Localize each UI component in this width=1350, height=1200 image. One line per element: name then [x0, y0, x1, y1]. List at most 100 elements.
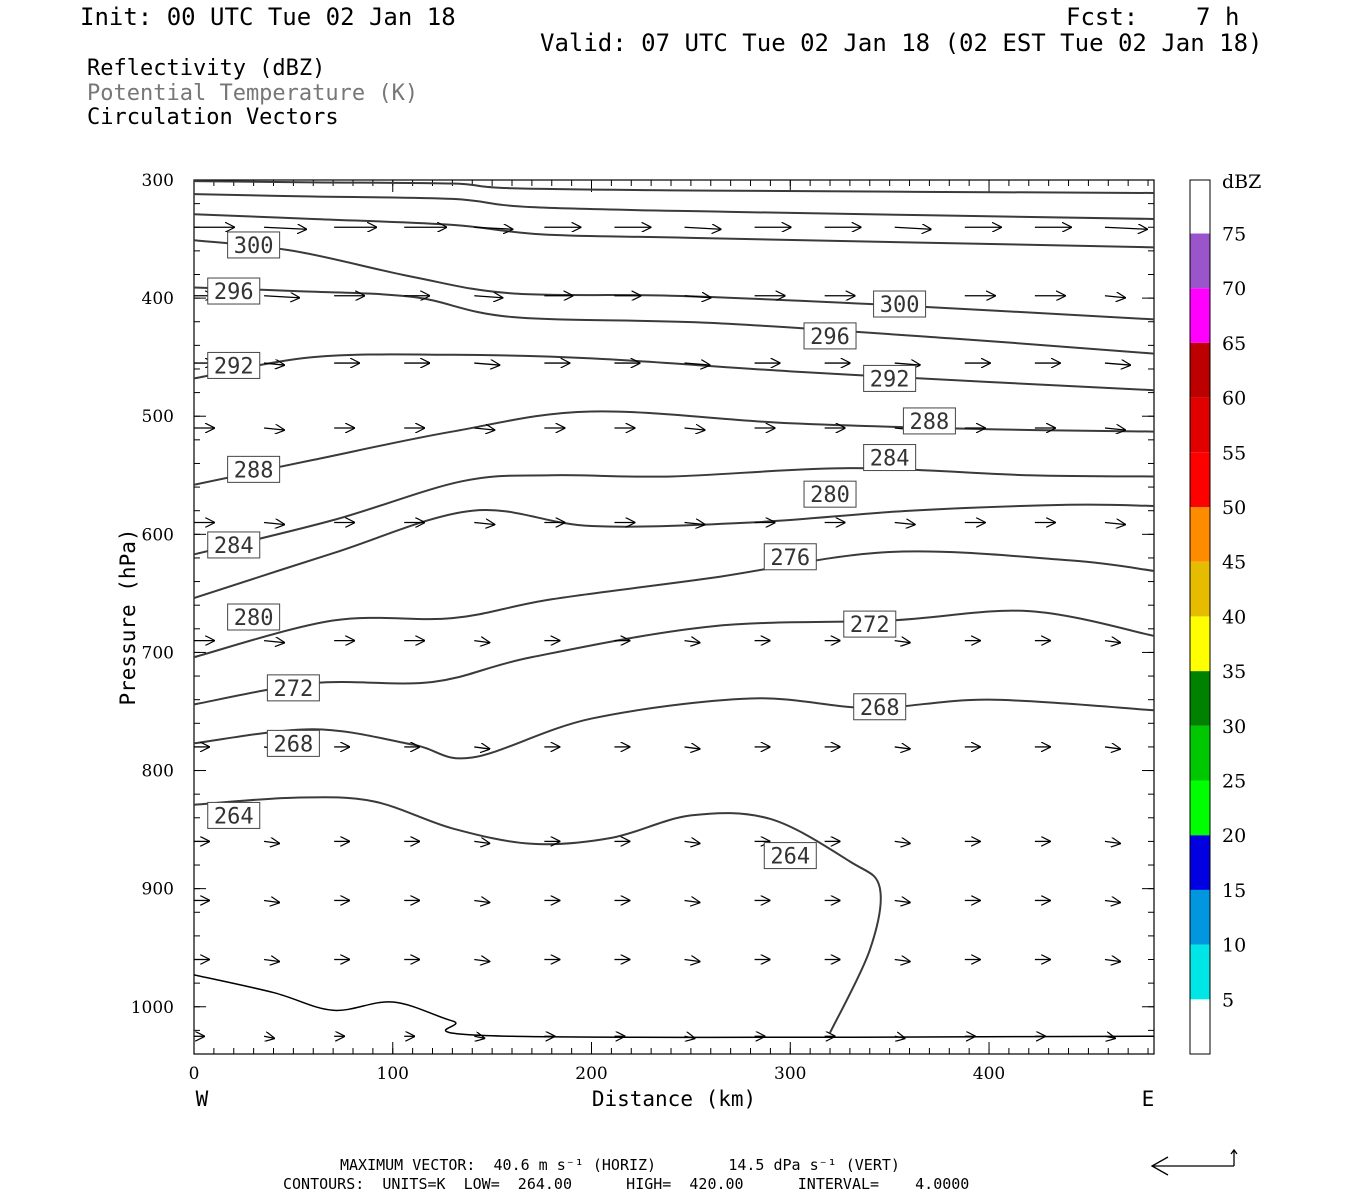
contour-label: 264: [207, 801, 261, 829]
reference-vector-head: [1150, 1156, 1169, 1176]
colorbar-label: 15: [1222, 880, 1246, 902]
contour-label: 268: [853, 693, 907, 721]
contour-label: 284: [207, 531, 261, 559]
max-vector-note: MAXIMUM VECTOR: 40.6 m s⁻¹ (HORIZ) 14.5 …: [340, 1156, 900, 1174]
contour-label: 300: [873, 290, 927, 318]
circulation-vector: [684, 641, 700, 643]
forecast-hour: Fcst: 7 h: [1066, 3, 1240, 31]
colorbar-segment: [1190, 944, 1210, 1000]
theta-contour: [194, 697, 1154, 760]
circulation-vector: [1104, 363, 1130, 365]
surface-line: [194, 974, 1154, 1039]
circulation-vector: [894, 900, 910, 902]
valid-time: Valid: 07 UTC Tue 02 Jan 18 (02 EST Tue …: [540, 29, 1263, 57]
contour-label-box: [843, 610, 897, 638]
circulation-vector: [684, 227, 721, 229]
field-theta-label: Potential Temperature (K): [87, 81, 419, 106]
circulation-vector: [474, 841, 489, 843]
circulation-vector: [474, 428, 494, 430]
contour-label: 288: [902, 407, 956, 435]
theta-contour: [194, 239, 1154, 321]
colorbar-frame: [1189, 179, 1211, 1055]
contour-label: 292: [207, 351, 261, 379]
contour-label-box: [207, 277, 261, 305]
contour-label-text: 280: [810, 483, 850, 508]
circulation-vector: [894, 523, 915, 525]
circulation-vector: [263, 960, 279, 962]
circulation-vector: [684, 1036, 695, 1038]
circulation-vector: [264, 227, 306, 229]
colorbar-segment: [1190, 233, 1210, 289]
contour-label-text: 272: [850, 613, 890, 638]
x-tick-label: 100: [377, 1064, 409, 1084]
circulation-vector: [474, 641, 489, 643]
contour-label: 280: [227, 603, 281, 631]
x-axis-title: Distance (km): [592, 1087, 756, 1111]
circulation-vector: [474, 1036, 484, 1038]
contour-label-box: [873, 290, 927, 318]
contour-label-text: 268: [274, 732, 314, 757]
contour-info-note: CONTOURS: UNITS=K LOW= 264.00 HIGH= 420.…: [283, 1175, 970, 1193]
y-tick-label: 300: [142, 171, 174, 191]
circulation-vector: [894, 747, 910, 749]
circulation-vector: [474, 747, 489, 749]
contour-label: 272: [843, 610, 897, 638]
circulation-vector: [684, 747, 700, 749]
colorbar-segment: [1190, 561, 1210, 617]
contour-label-box: [803, 322, 857, 350]
contour-label-text: 272: [274, 677, 314, 702]
contour-label-text: 300: [234, 234, 274, 259]
contour-label-box: [266, 729, 320, 757]
contour-label-box: [957, 146, 1009, 172]
plot-frame: [193, 179, 1155, 1055]
circulation-vector: [1104, 428, 1125, 430]
colorbar-label: 10: [1222, 935, 1246, 957]
circulation-vector: [263, 841, 279, 843]
y-tick-label: 900: [142, 880, 174, 900]
colorbar-label: 5: [1222, 989, 1234, 1011]
colorbar-label: 35: [1222, 661, 1246, 683]
contour-label-text: 284: [870, 447, 910, 472]
circulation-vector: [1104, 296, 1125, 298]
colorbar-segment: [1190, 288, 1210, 343]
init-time: Init: 00 UTC Tue 02 Jan 18: [80, 3, 456, 31]
contour-label-box: [227, 231, 281, 259]
contour-label: 304: [957, 146, 1009, 173]
colorbar-segment: [1190, 780, 1210, 836]
circulation-vector: [1104, 960, 1120, 962]
contour-label-text: 288: [910, 410, 950, 435]
contour-label-text: 264: [214, 804, 254, 829]
colorbar-label: 25: [1222, 771, 1246, 793]
colorbar-segment: [1190, 671, 1210, 726]
theta-contour: [194, 193, 1154, 220]
contour-label-text: 268: [860, 696, 900, 721]
circulation-vector: [474, 227, 512, 229]
circulation-vector: [1104, 1036, 1115, 1038]
y-tick-label: 800: [142, 762, 174, 782]
circulation-vector: [1104, 227, 1147, 229]
circulation-vector: [1104, 747, 1120, 749]
contour-label-text: 296: [214, 280, 254, 305]
theta-contour: [194, 796, 882, 1034]
circulation-vector: [894, 363, 920, 365]
reference-vector-vert-head: [1230, 1148, 1238, 1155]
circulation-vector: [1104, 841, 1120, 843]
theta-contour: [194, 550, 1154, 659]
colorbar-segment: [1190, 999, 1210, 1054]
west-label: W: [196, 1087, 209, 1111]
theta-contour: [194, 410, 1154, 486]
contour-label-text: 292: [214, 354, 254, 379]
theta-contour: [194, 467, 1154, 556]
circulation-vector: [264, 363, 284, 365]
colorbar-segment: [1190, 889, 1210, 945]
circulation-vector: [474, 960, 489, 962]
contour-label: 284: [863, 444, 917, 472]
colorbar-label: 55: [1222, 442, 1246, 464]
contour-label: 300: [227, 231, 281, 259]
contour-label: 276: [763, 543, 817, 571]
circulation-vector: [684, 363, 710, 365]
contour-label-text: 276: [770, 546, 810, 571]
colorbar-segment: [1190, 452, 1210, 507]
circulation-vector: [263, 900, 279, 902]
